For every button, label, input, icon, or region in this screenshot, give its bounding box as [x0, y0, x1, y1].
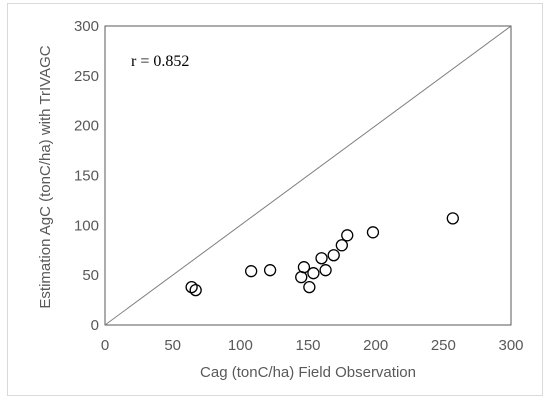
y-tick-label: 150 [74, 168, 99, 185]
x-tick-label: 0 [101, 337, 109, 354]
y-tick-label: 300 [74, 18, 99, 35]
data-point [341, 229, 354, 242]
y-tick-label: 200 [74, 118, 99, 135]
data-point [303, 280, 316, 294]
x-axis-title: Cag (tonC/ha) Field Observation [200, 364, 416, 381]
x-tick-label: 150 [295, 337, 320, 354]
data-point [263, 264, 277, 277]
chart-frame: 0 50 100 150 200 250 300 0 50 100 150 200 250 300 r =… [7, 3, 543, 396]
scatter-chart: 0 50 100 150 200 250 300 0 50 100 150 200 250 300 r =… [37, 18, 524, 381]
plot-area-border [104, 25, 512, 326]
data-point [189, 283, 202, 297]
data-point [319, 264, 332, 277]
data-point [327, 249, 340, 262]
x-tick-label: 50 [164, 337, 181, 354]
one-to-one-line [104, 25, 512, 326]
x-tick-label: 100 [228, 337, 253, 354]
y-tick-label: 100 [74, 217, 99, 234]
data-point [295, 271, 308, 284]
data-point [297, 261, 311, 274]
data-point [307, 267, 320, 280]
data-point [446, 212, 459, 225]
data-point [366, 226, 380, 239]
y-axis-title: Estimation AgC (tonC/ha) with TrIVAGC [37, 45, 54, 308]
data-point [245, 265, 258, 278]
x-tick-label: 200 [363, 337, 388, 354]
data-point [335, 239, 348, 252]
y-tick-label: 250 [74, 68, 99, 85]
y-tick-label: 50 [82, 267, 99, 284]
x-tick-label: 250 [431, 337, 456, 354]
x-tick-label: 300 [498, 337, 523, 354]
y-tick-label: 0 [91, 317, 99, 334]
data-point [315, 252, 328, 265]
data-point [185, 280, 198, 294]
correlation-annotation: r = 0.852 [131, 53, 189, 70]
